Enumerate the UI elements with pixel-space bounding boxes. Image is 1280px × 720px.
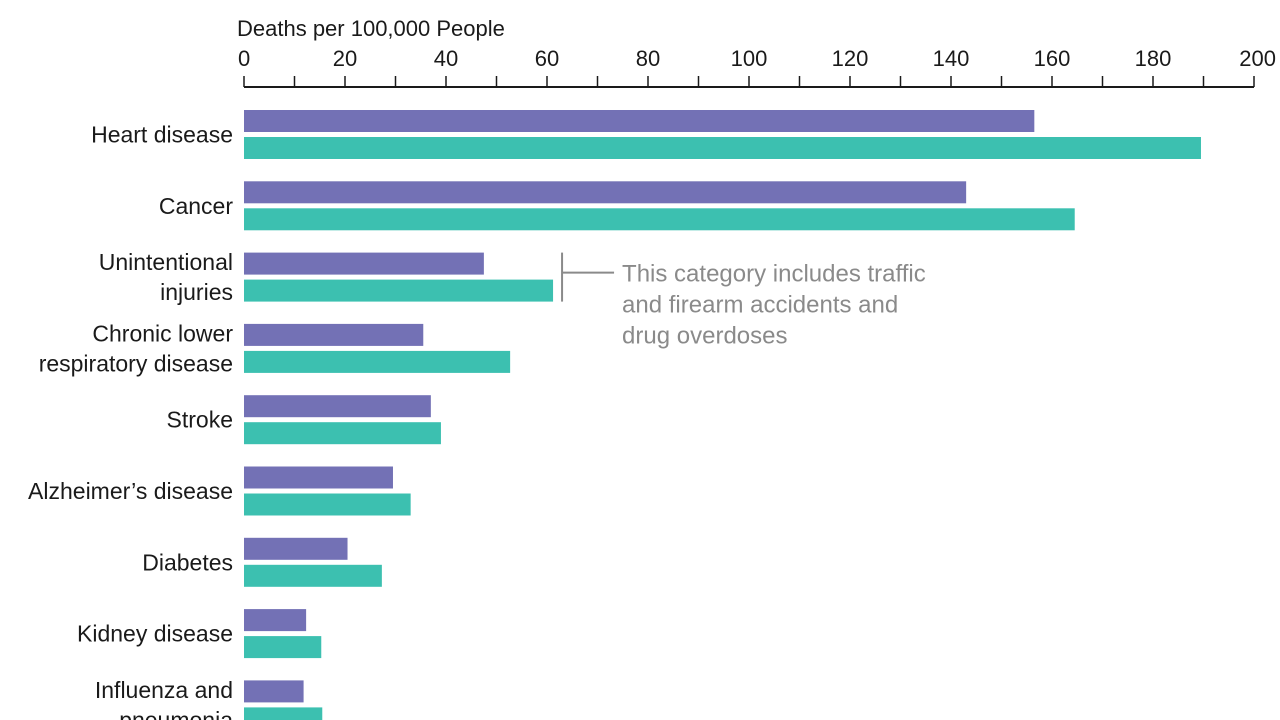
bar	[244, 422, 441, 445]
bar	[244, 680, 304, 703]
bar	[244, 350, 511, 373]
tick-label: 40	[434, 46, 458, 71]
bar	[244, 537, 348, 560]
category-label: Alzheimer’s disease	[28, 478, 233, 504]
bar	[244, 208, 1075, 231]
category-label: Influenza and	[95, 677, 233, 703]
category-label: Heart disease	[91, 122, 233, 148]
tick-label: 200	[1239, 46, 1276, 71]
bar	[244, 636, 322, 659]
bar	[244, 110, 1035, 132]
category-label: Unintentional	[99, 249, 233, 275]
tick-label: 0	[238, 46, 250, 71]
bar	[244, 279, 554, 302]
bar	[244, 137, 1201, 159]
bar	[244, 493, 411, 516]
bar	[244, 707, 323, 720]
category-label: Diabetes	[142, 549, 233, 575]
category-labels: Heart disease Cancer Unintentional injuries…	[28, 122, 233, 720]
bar	[244, 323, 424, 346]
tick-label: 120	[832, 46, 869, 71]
bars	[244, 110, 1201, 720]
annotation-text: drug overdoses	[622, 323, 787, 350]
category-label: pneumonia	[119, 707, 233, 720]
annotation-text: This category includes traffic	[622, 261, 926, 288]
category-label: Cancer	[159, 193, 233, 219]
bar	[244, 564, 382, 587]
tick-label: 80	[636, 46, 660, 71]
x-axis-title: Deaths per 100,000 People	[237, 16, 505, 41]
bar	[244, 181, 967, 204]
bar	[244, 395, 431, 418]
category-label: Chronic lower	[92, 320, 233, 346]
bar	[244, 609, 307, 632]
tick-label: 60	[535, 46, 559, 71]
x-axis: 0 20 40 60 80 100 120 140 160 180 200	[238, 46, 1276, 88]
tick-label: 180	[1135, 46, 1172, 71]
tick-label: 20	[333, 46, 357, 71]
category-label: injuries	[160, 279, 233, 305]
tick-label: 140	[933, 46, 970, 71]
annotation-text: and firearm accidents and	[622, 292, 898, 319]
tick-label: 100	[731, 46, 768, 71]
annotation: This category includes traffic and firear…	[561, 252, 926, 350]
bar	[244, 252, 484, 275]
category-label: respiratory disease	[39, 350, 233, 376]
tick-label: 160	[1034, 46, 1071, 71]
category-label: Stroke	[167, 407, 233, 433]
category-label: Kidney disease	[77, 621, 233, 647]
bar	[244, 466, 393, 489]
